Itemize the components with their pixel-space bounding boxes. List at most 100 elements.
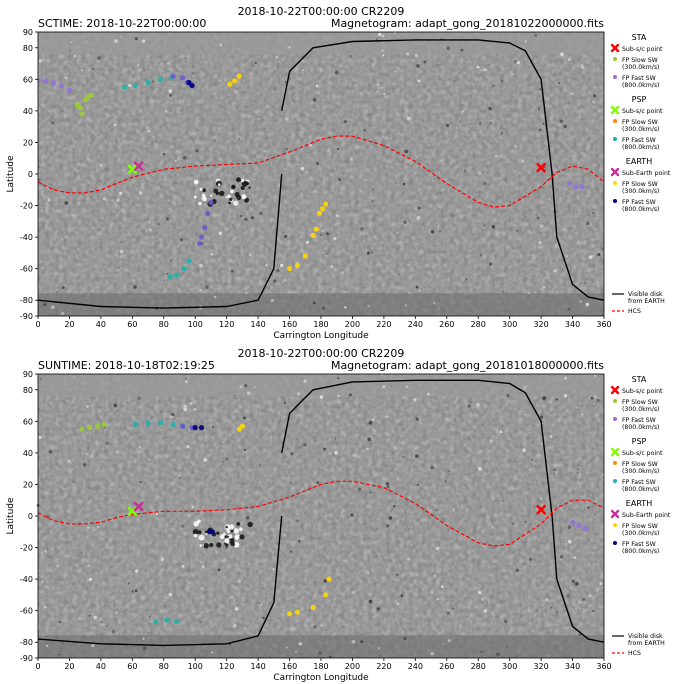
- legend-item-label: FP Fast SW: [622, 199, 656, 206]
- speckle: [179, 476, 181, 479]
- speckle: [480, 131, 483, 134]
- speckle: [316, 481, 320, 484]
- speckle: [38, 178, 41, 181]
- legend-line-label: HCS: [628, 308, 641, 315]
- active-region-spot: [202, 196, 207, 202]
- speckle: [192, 72, 195, 75]
- speckle: [556, 259, 558, 262]
- legend-item-label: Sub-s/c point: [622, 108, 663, 115]
- speckle: [435, 509, 438, 511]
- y-axis-label: Latitude: [6, 155, 16, 193]
- speckle: [351, 591, 355, 595]
- active-region-spot: [226, 529, 231, 534]
- speckle: [597, 253, 601, 257]
- speckle: [283, 533, 286, 537]
- speckle: [127, 582, 130, 585]
- speckle: [273, 279, 277, 283]
- speckle: [245, 287, 248, 290]
- speckle: [60, 298, 62, 300]
- speckle: [166, 272, 169, 275]
- active-region-spot: [213, 188, 219, 194]
- legend-marker: [610, 167, 620, 177]
- legend-item-sublabel: (300.0km/s): [622, 468, 659, 475]
- speckle: [548, 197, 551, 200]
- footpoint-track-10: [167, 258, 192, 280]
- speckle: [479, 254, 483, 257]
- speckle: [243, 416, 246, 420]
- speckle: [141, 39, 146, 43]
- speckle: [403, 220, 407, 224]
- speckle: [444, 480, 447, 483]
- speckle: [211, 425, 215, 429]
- speckle: [514, 145, 517, 148]
- footpoint: [320, 206, 326, 212]
- x-tick-label: 220: [376, 320, 391, 329]
- speckle: [246, 516, 250, 520]
- speckle: [78, 617, 82, 621]
- speckle: [540, 497, 543, 500]
- speckle: [157, 223, 160, 226]
- legend-item-label: FP Fast SW: [622, 137, 656, 144]
- legend-item-label: FP Slow SW: [622, 57, 658, 64]
- active-region-spot: [224, 535, 228, 539]
- speckle: [592, 609, 595, 613]
- speckle: [291, 596, 293, 598]
- legend-marker: [610, 43, 620, 53]
- speckle: [285, 646, 288, 649]
- speckle: [533, 603, 535, 606]
- speckle: [478, 467, 482, 471]
- legend-marker: [613, 75, 617, 79]
- footpoint: [573, 184, 579, 190]
- plot-area: [38, 39, 604, 309]
- speckle: [435, 546, 440, 551]
- active-region-spot: [203, 543, 209, 549]
- footpoint: [173, 619, 179, 625]
- sub-point-sta: [536, 162, 546, 173]
- speckle: [416, 64, 420, 68]
- speckle: [326, 253, 328, 255]
- speckle: [402, 456, 405, 458]
- speckle: [461, 109, 465, 113]
- speckle: [318, 651, 322, 655]
- y-tick-label: 60: [23, 75, 33, 84]
- active-region-spot: [219, 190, 225, 197]
- speckle: [111, 629, 116, 634]
- speckle: [538, 410, 541, 414]
- speckle: [102, 197, 106, 201]
- footpoint-track-7: [566, 180, 585, 190]
- speckle: [405, 52, 410, 56]
- speckle: [258, 113, 261, 116]
- speckle: [199, 263, 203, 268]
- active-region-spot: [229, 197, 233, 202]
- x-tick-label: 340: [565, 662, 580, 671]
- speckle: [334, 437, 337, 440]
- legend-line-label: Visible disk: [628, 291, 663, 298]
- speckle: [168, 89, 172, 94]
- y-tick-label: 80: [23, 44, 33, 53]
- footpoint: [202, 225, 208, 231]
- x-tick-label: 80: [159, 320, 169, 329]
- speckle: [366, 251, 370, 255]
- speckle: [538, 107, 541, 110]
- speckle: [360, 227, 364, 231]
- footpoint: [570, 519, 576, 525]
- speckle: [213, 139, 217, 142]
- footpoint: [95, 423, 101, 429]
- speckle: [285, 117, 289, 121]
- speckle: [573, 556, 577, 559]
- speckle: [85, 289, 87, 292]
- speckle: [381, 34, 385, 38]
- legend-group-title: STA: [632, 33, 647, 42]
- speckle: [323, 447, 326, 451]
- speckle: [391, 288, 393, 290]
- active-region-spot: [197, 519, 201, 524]
- speckle: [393, 505, 396, 508]
- x-tick-label: 280: [471, 662, 486, 671]
- speckle: [149, 228, 153, 232]
- active-region-spot: [199, 187, 203, 191]
- footpoint-track-7: [206, 529, 216, 535]
- speckle: [44, 606, 47, 609]
- footpoint: [239, 423, 245, 429]
- speckle: [502, 290, 505, 293]
- legend-marker: [610, 447, 620, 457]
